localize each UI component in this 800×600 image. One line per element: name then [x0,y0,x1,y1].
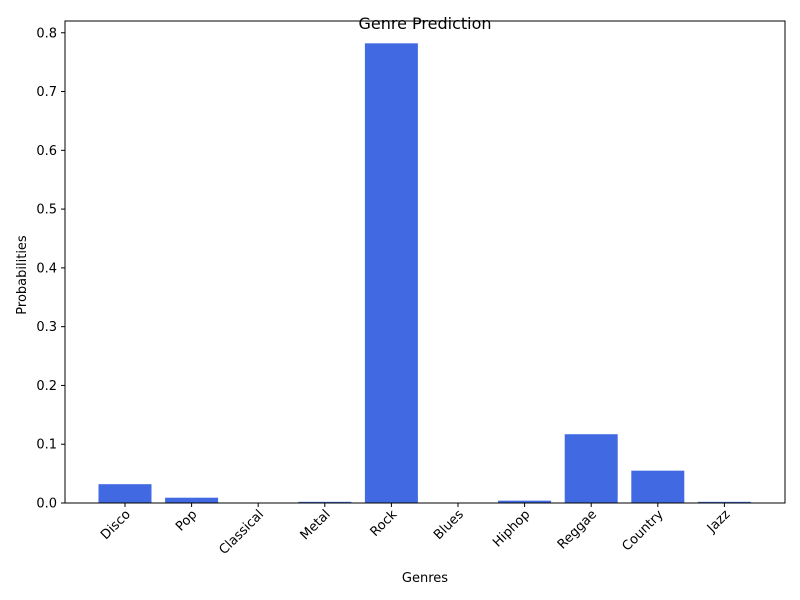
x-tick-label-metal: Metal [298,507,334,543]
x-tick-label-rock: Rock [368,507,401,540]
x-axis-ticks: Disco Pop Classical Metal Rock Blues Hiphop Reg… [98,503,733,558]
bar-pop [165,498,218,503]
y-tick-label: 0.5 [36,203,57,218]
y-tick-label: 0.3 [36,320,57,335]
x-tick-label-blues: Blues [431,507,467,543]
x-tick-label-jazz: Jazz [704,507,733,536]
x-tick-label-pop: Pop [173,507,200,534]
y-axis-ticks: 0.0 0.1 0.2 0.3 0.4 0.5 0.6 0.7 0.8 [36,26,65,511]
x-tick-label-disco: Disco [98,507,134,543]
bars-layer [99,43,751,503]
bar-country [631,471,684,503]
y-tick-label: 0.0 [36,497,57,512]
bar-reggae [565,434,618,503]
y-tick-label: 0.8 [36,26,57,41]
x-tick-label-country: Country [619,507,666,554]
chart-title: Genre Prediction [358,14,491,33]
y-axis-label: Probabilities [15,235,30,315]
y-tick-label: 0.6 [36,144,57,159]
y-tick-label: 0.2 [36,379,57,394]
x-tick-label-reggae: Reggae [555,507,600,552]
bar-disco [99,484,152,503]
y-tick-label: 0.1 [36,438,57,453]
bar-rock [365,43,418,503]
x-tick-label-hiphop: Hiphop [490,507,533,550]
y-tick-label: 0.7 [36,85,57,100]
plot-frame [65,21,785,503]
x-tick-label-classical: Classical [216,507,267,558]
y-tick-label: 0.4 [36,261,57,276]
x-axis-label: Genres [402,571,448,586]
